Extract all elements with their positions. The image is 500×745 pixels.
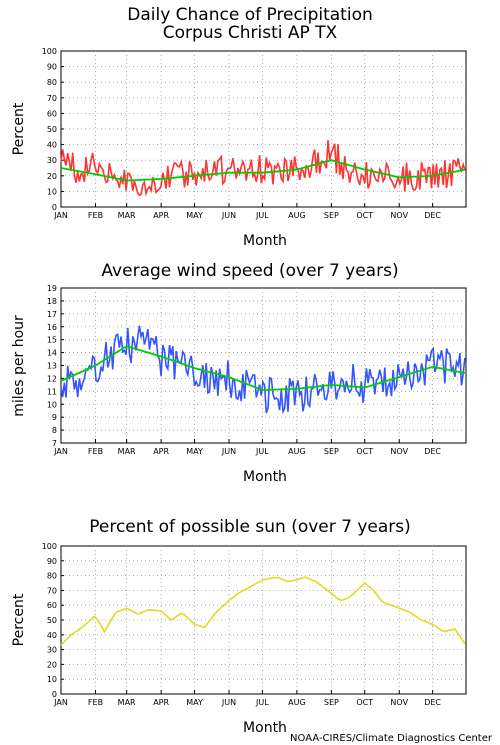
y-tick-label: 0 [52, 203, 57, 212]
x-tick-label: APR [153, 211, 169, 220]
y-tick-label: 0 [52, 690, 57, 699]
y-tick-label: 70 [47, 94, 57, 103]
x-tick-label: MAY [186, 211, 203, 220]
x-tick-label: OCT [356, 447, 373, 456]
y-tick-label: 12 [47, 374, 57, 383]
chart-title: Percent of possible sun (over 7 years) [89, 517, 411, 537]
plot-frame [60, 545, 467, 695]
x-tick-label: OCT [356, 211, 373, 220]
x-tick-label: MAY [186, 698, 203, 707]
y-axis-label: miles per hour [11, 315, 27, 417]
chart-title: Average wind speed (over 7 years) [101, 261, 398, 281]
y-tick-label: 10 [47, 400, 57, 409]
x-tick-label: JUL [255, 211, 269, 220]
x-tick-label: JUN [221, 447, 236, 456]
y-tick-label: 70 [47, 586, 57, 595]
x-tick-label: FEB [88, 211, 103, 220]
y-tick-label: 90 [47, 557, 57, 566]
x-tick-label: JAN [53, 211, 68, 220]
y-tick-label: 14 [47, 349, 57, 358]
y-tick-label: 16 [47, 323, 57, 332]
y-tick-label: 8 [52, 426, 57, 435]
credit-text: NOAA-CIRES/Climate Diagnostics Center [290, 733, 493, 744]
y-tick-label: 80 [47, 78, 57, 87]
x-tick-label: MAR [118, 211, 136, 220]
x-tick-label: DEC [424, 698, 441, 707]
x-tick-label: AUG [288, 447, 306, 456]
y-tick-label: 30 [47, 646, 57, 655]
smoothed-series-line [60, 345, 466, 391]
daily-series-line [60, 140, 466, 197]
x-tick-label: AUG [288, 698, 306, 707]
x-tick-label: DEC [424, 447, 441, 456]
x-axis-label: Month [243, 233, 287, 249]
x-tick-label: FEB [88, 698, 103, 707]
y-tick-label: 15 [47, 336, 57, 345]
x-tick-label: FEB [88, 447, 103, 456]
x-tick-label: JUN [221, 698, 236, 707]
y-tick-label: 100 [42, 47, 57, 56]
x-tick-label: OCT [356, 698, 373, 707]
x-tick-label: JUN [221, 211, 236, 220]
y-tick-label: 19 [47, 284, 57, 293]
y-tick-label: 11 [47, 387, 57, 396]
y-tick-label: 40 [47, 631, 57, 640]
y-axis-label: Percent [11, 102, 27, 155]
y-tick-label: 20 [47, 660, 57, 669]
x-tick-label: NOV [390, 447, 408, 456]
y-tick-label: 90 [47, 63, 57, 72]
x-tick-label: MAY [186, 447, 203, 456]
y-tick-label: 10 [47, 675, 57, 684]
x-tick-label: MAR [118, 698, 136, 707]
y-tick-label: 40 [47, 141, 57, 150]
chart-title: Daily Chance of Precipitation [127, 5, 373, 25]
x-axis-label: Month [243, 720, 287, 736]
x-axis-label: Month [243, 469, 287, 485]
y-tick-label: 60 [47, 601, 57, 610]
y-tick-label: 80 [47, 572, 57, 581]
x-tick-label: NOV [390, 211, 408, 220]
y-tick-label: 50 [47, 125, 57, 134]
y-tick-label: 13 [47, 362, 57, 371]
chart-subtitle: Corpus Christi AP TX [163, 23, 338, 43]
x-tick-label: SEP [324, 698, 339, 707]
daily-series-line [60, 325, 466, 415]
y-tick-label: 18 [47, 297, 57, 306]
series-line [60, 576, 466, 646]
y-tick-label: 100 [42, 542, 57, 551]
x-tick-label: AUG [288, 211, 306, 220]
y-tick-label: 30 [47, 156, 57, 165]
x-tick-label: APR [153, 447, 169, 456]
x-tick-label: APR [153, 698, 169, 707]
y-tick-label: 7 [52, 439, 57, 448]
y-tick-label: 60 [47, 109, 57, 118]
x-tick-label: DEC [424, 211, 441, 220]
x-tick-label: NOV [390, 698, 408, 707]
x-tick-label: SEP [324, 211, 339, 220]
y-tick-label: 50 [47, 616, 57, 625]
x-tick-label: JUL [255, 447, 269, 456]
y-tick-label: 10 [47, 187, 57, 196]
y-axis-label: Percent [11, 593, 27, 646]
y-tick-label: 9 [52, 413, 57, 422]
smoothed-series-line [60, 159, 466, 182]
x-tick-label: JUL [255, 698, 269, 707]
x-tick-label: MAR [118, 447, 136, 456]
y-tick-label: 17 [47, 310, 57, 319]
x-tick-label: JAN [53, 698, 68, 707]
x-tick-label: JAN [53, 447, 68, 456]
x-tick-label: SEP [324, 447, 339, 456]
y-tick-label: 20 [47, 172, 57, 181]
